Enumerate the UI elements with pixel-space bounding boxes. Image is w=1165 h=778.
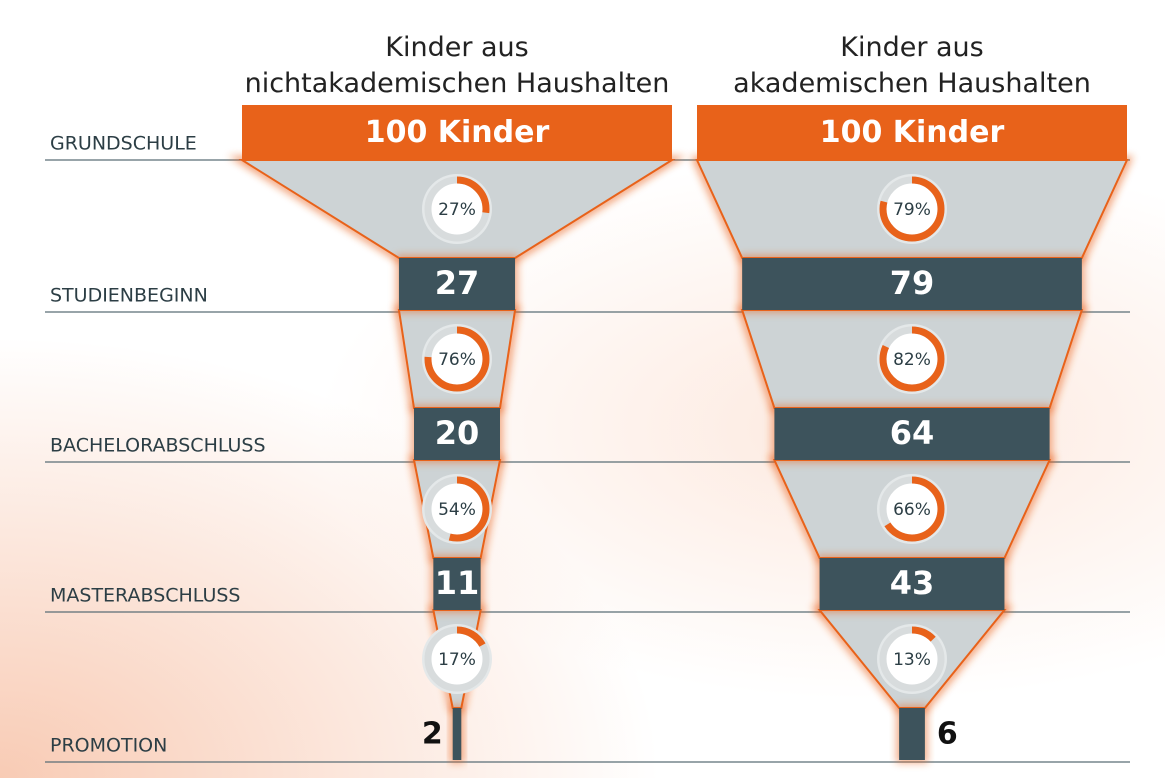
bar: [414, 408, 500, 460]
bar: [433, 558, 481, 610]
bar: [242, 105, 672, 160]
bar: [774, 408, 1050, 460]
rate-label: 27%: [438, 200, 476, 220]
bar: [819, 558, 1005, 610]
row-label: BACHELORABSCHLUSS: [50, 435, 266, 457]
bar: [398, 258, 516, 310]
value-label: 20: [435, 414, 480, 452]
rate-label: 13%: [893, 650, 931, 670]
rate-arc: [424, 176, 490, 242]
row-label: PROMOTION: [50, 735, 167, 757]
rate-arc: [424, 326, 490, 392]
rate-arc: [424, 476, 490, 542]
value-label: 79: [890, 264, 935, 302]
rate-label: 79%: [893, 200, 931, 220]
rate-arc: [879, 176, 945, 242]
bar: [899, 708, 925, 760]
value-label: 6: [937, 717, 958, 752]
rate-label: 17%: [438, 650, 476, 670]
rate-arc: [879, 326, 945, 392]
bar: [697, 105, 1127, 160]
value-label: 100 Kinder: [365, 115, 550, 150]
value-label: 2: [422, 717, 443, 752]
group-title: Kinder aus akademischen Haushalten: [733, 32, 1091, 99]
rate-label: 54%: [438, 500, 476, 520]
value-label: 64: [890, 414, 935, 452]
value-label: 11: [435, 564, 480, 602]
rate-arc: [879, 626, 945, 692]
bar: [452, 708, 462, 760]
value-label: 43: [890, 564, 935, 602]
row-label: MASTERABSCHLUSS: [50, 585, 240, 607]
value-label: 100 Kinder: [820, 115, 1005, 150]
row-label: GRUNDSCHULE: [50, 133, 197, 155]
rate-label: 82%: [893, 350, 931, 370]
group-title: Kinder aus nichtakademischen Haushalten: [244, 32, 670, 99]
row-label: STUDIENBEGINN: [50, 285, 208, 307]
value-label: 27: [435, 264, 480, 302]
rate-arc: [424, 626, 490, 692]
rate-label: 66%: [893, 500, 931, 520]
bar: [742, 258, 1082, 310]
rate-arc: [879, 476, 945, 542]
rate-label: 76%: [438, 350, 476, 370]
